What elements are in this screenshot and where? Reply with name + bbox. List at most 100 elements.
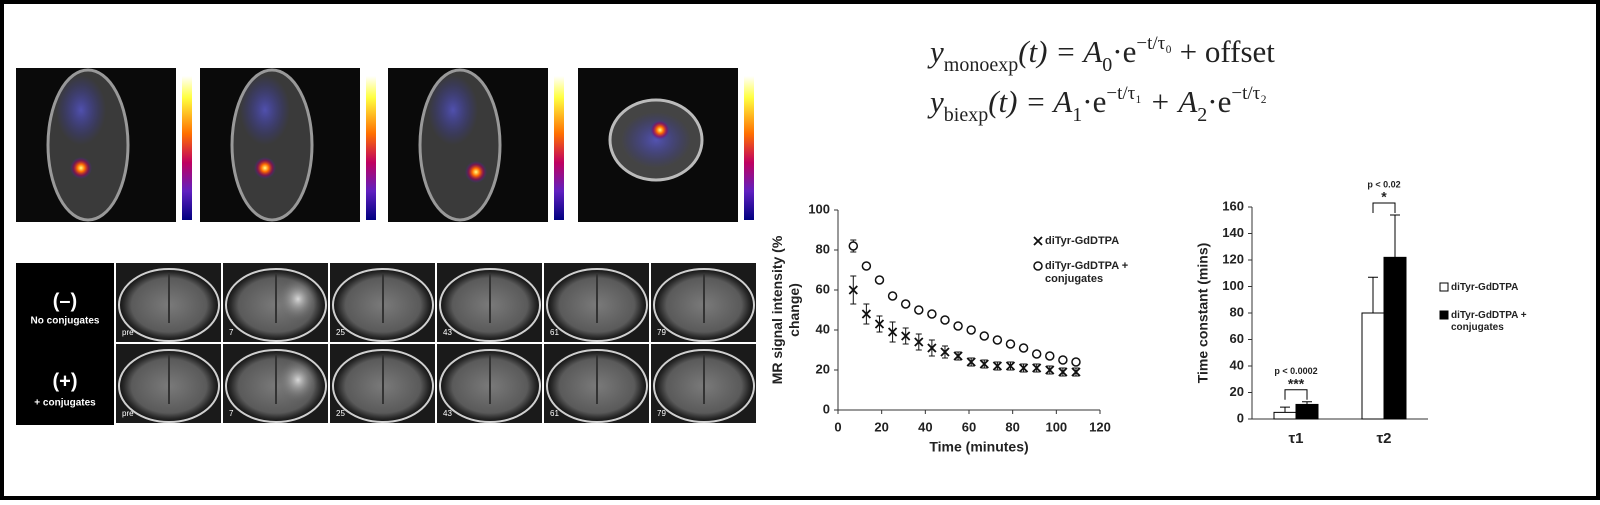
marker bbox=[887, 291, 898, 301]
marker bbox=[861, 261, 872, 271]
spect-images bbox=[16, 68, 754, 222]
marker bbox=[1071, 367, 1081, 377]
timepoint-label: 79 bbox=[657, 409, 666, 418]
y-tick-label: 40 bbox=[1230, 357, 1244, 372]
timepoint-label: pre bbox=[122, 409, 134, 418]
bar bbox=[1295, 403, 1319, 420]
error-bar bbox=[1280, 406, 1290, 413]
marker bbox=[874, 275, 885, 285]
y-tick-label: 140 bbox=[1222, 225, 1244, 240]
marker bbox=[992, 335, 1003, 345]
error-bar bbox=[1390, 214, 1400, 258]
marker bbox=[1045, 365, 1055, 375]
hotspot bbox=[650, 120, 670, 140]
equation-part: 0 bbox=[1102, 54, 1112, 76]
y-tick-label: 0 bbox=[823, 401, 830, 416]
marker bbox=[900, 299, 911, 309]
row-sign: (+) bbox=[53, 370, 78, 392]
marker bbox=[953, 351, 963, 361]
y-tick-label: 80 bbox=[1230, 304, 1244, 319]
uptake bbox=[56, 75, 106, 145]
significance-bracket bbox=[1372, 202, 1396, 213]
p-value: p < 0.02 bbox=[1367, 179, 1400, 189]
legend-marker bbox=[1033, 261, 1043, 271]
uptake bbox=[621, 112, 691, 168]
label-block bbox=[16, 263, 114, 425]
equation-part: biexp bbox=[944, 104, 988, 126]
x-tick-label: 40 bbox=[918, 419, 932, 434]
error-bar bbox=[1302, 401, 1312, 405]
equation-part: −t/τ₂ bbox=[1231, 83, 1267, 104]
row-sign: (–) bbox=[53, 290, 77, 312]
error-bar bbox=[1368, 276, 1378, 313]
equation-part: ·e bbox=[1112, 34, 1136, 69]
y-label-group: MR signal intensity (%change) bbox=[769, 235, 802, 384]
x-tick-label: 120 bbox=[1089, 419, 1111, 434]
marker bbox=[953, 321, 963, 331]
legend-swatch bbox=[1439, 282, 1449, 292]
legend-label: diTyr-GdDTPA bbox=[1451, 282, 1518, 293]
timepoint-label: 25 bbox=[336, 409, 345, 418]
legend-label: diTyr-GdDTPA bbox=[1045, 235, 1119, 247]
timepoint-label: 61 bbox=[550, 409, 559, 418]
equation-part: −t/τ₁ bbox=[1106, 83, 1142, 104]
x-tick-label: 60 bbox=[962, 419, 976, 434]
timepoint-label: 79 bbox=[657, 328, 666, 337]
marker bbox=[901, 331, 911, 341]
marker bbox=[1018, 343, 1029, 353]
timepoint-label: 43 bbox=[443, 409, 452, 418]
marker bbox=[927, 343, 937, 353]
marker bbox=[1071, 357, 1081, 367]
x-axis-label: Time (minutes) bbox=[929, 439, 1028, 455]
equation: ybiexp(t) = A1·e−t/τ₁ + A2·e−t/τ₂ bbox=[927, 83, 1267, 126]
bar bbox=[1273, 411, 1297, 420]
marker bbox=[861, 309, 872, 319]
y-tick-label: 80 bbox=[816, 241, 830, 256]
marker bbox=[1058, 355, 1068, 365]
timepoint-label: 7 bbox=[229, 409, 234, 418]
y-tick-label: 160 bbox=[1222, 198, 1244, 213]
legend-label: diTyr-GdDTPA + conjugates bbox=[1045, 260, 1128, 285]
marker bbox=[979, 331, 990, 341]
y-axis-label: MR signal intensity (%change) bbox=[769, 235, 802, 384]
marker bbox=[1045, 351, 1055, 361]
hotspot bbox=[254, 157, 276, 179]
x-tick-label: τ1 bbox=[1288, 430, 1303, 447]
marker bbox=[1005, 361, 1016, 371]
marker bbox=[848, 285, 858, 295]
x-tick-label: τ2 bbox=[1376, 430, 1391, 447]
x-tick-label: 100 bbox=[1045, 419, 1067, 434]
row-label: + conjugates bbox=[34, 398, 96, 409]
marker bbox=[1058, 367, 1068, 377]
equation-part: −t/τ₀ bbox=[1136, 33, 1172, 54]
timepoint-label: 25 bbox=[336, 328, 345, 337]
marker bbox=[1032, 363, 1042, 373]
equation-part: (t) = A bbox=[1018, 34, 1103, 69]
equation-part: + offset bbox=[1172, 34, 1275, 69]
y-tick-label: 100 bbox=[1222, 278, 1244, 293]
y-tick-label: 60 bbox=[816, 281, 830, 296]
hotspot bbox=[70, 157, 92, 179]
timepoint-label: 7 bbox=[229, 328, 234, 337]
y-tick-label: 0 bbox=[1237, 410, 1244, 425]
equation-part: y bbox=[927, 34, 944, 69]
equation-part: 1 bbox=[1072, 104, 1082, 126]
color-bar bbox=[554, 76, 564, 220]
bar bbox=[1383, 256, 1407, 420]
uptake bbox=[240, 75, 290, 145]
y-tick-label: 120 bbox=[1222, 251, 1244, 266]
legend-marker bbox=[1033, 236, 1043, 246]
x-tick-label: 0 bbox=[834, 419, 841, 434]
marker bbox=[927, 309, 937, 319]
marker bbox=[966, 325, 976, 335]
equation-part: ·e bbox=[1082, 84, 1106, 119]
marker bbox=[887, 327, 898, 337]
charts: 0 20 40 60 80 100 0 20 40 60 80 100 120 Time (minutes… bbox=[769, 179, 1527, 454]
enhancement bbox=[278, 358, 318, 402]
marker bbox=[992, 361, 1003, 371]
timepoint-label: pre bbox=[122, 328, 134, 337]
equation: ymonoexp(t) = A0·e−t/τ₀ + offset bbox=[927, 33, 1275, 76]
timepoint-label: 61 bbox=[550, 328, 559, 337]
y-tick-label: 100 bbox=[808, 201, 830, 216]
